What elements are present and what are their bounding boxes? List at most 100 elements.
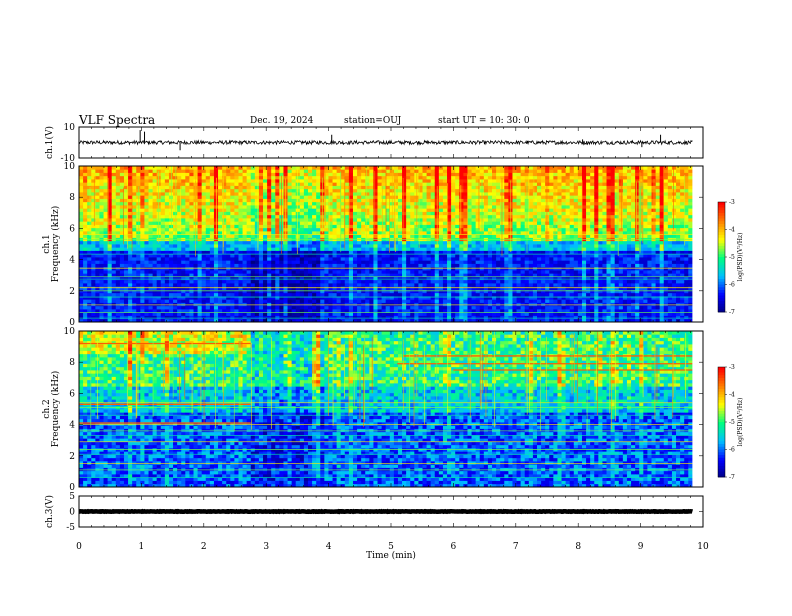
ch1-spectrogram-cell (439, 251, 443, 255)
ch1-spectrogram-cell (402, 179, 406, 183)
ch1-spectrogram-cell (373, 192, 377, 196)
ch1-spectrogram-cell (165, 189, 169, 193)
ch1-spectrogram-cell (459, 205, 463, 209)
ch1-spectrogram-cell (149, 186, 153, 190)
ch1-spectrogram-cell (206, 215, 210, 219)
ch1-spectrogram-cell (149, 169, 153, 173)
ch1-spectrogram-cell (161, 293, 165, 297)
ch1-spectrogram-cell (112, 260, 116, 264)
ch1-spectrogram-cell (492, 290, 496, 294)
ch1-spectrogram-cell (218, 182, 222, 186)
ch1-spectrogram-cell (316, 290, 320, 294)
ch1-spectrogram-cell (104, 280, 108, 284)
ch1-spectrogram-cell (149, 293, 153, 297)
ch1-spectrogram-cell (345, 189, 349, 193)
ch1-spectrogram-cell (427, 186, 431, 190)
ch1-spectrogram-cell (83, 182, 87, 186)
ch1-spectrogram-cell (451, 202, 455, 206)
ch1-spectrogram-cell (181, 166, 185, 170)
ch1-spectrogram-cell (95, 169, 99, 173)
ch1-spectrogram-cell (91, 228, 95, 232)
ch1-spectrogram-cell (169, 225, 173, 229)
ch1-spectrogram-cell (222, 303, 226, 307)
ch1-spectrogram-cell (263, 316, 267, 320)
ch1-spectrogram-cell (247, 257, 251, 261)
ch1-spectrogram-cell (459, 228, 463, 232)
ch1-spectrogram-cell (165, 225, 169, 229)
ch1-spectrogram-cell (427, 280, 431, 284)
ch1-spectrogram-cell (271, 306, 275, 310)
ch1-spectrogram-cell (104, 231, 108, 235)
ch1-spectrogram-cell (345, 225, 349, 229)
ch1-spectrogram-cell (333, 189, 337, 193)
ch1-spectrogram-cell (394, 309, 398, 313)
ch1-spectrogram-cell (418, 179, 422, 183)
ch1-spectrogram-cell (79, 260, 83, 264)
ch1-spectrogram-cell (104, 306, 108, 310)
ch1-spectrogram-cell (357, 205, 361, 209)
ch1-spectrogram-cell (439, 264, 443, 268)
ch1-spectrogram-cell (99, 169, 103, 173)
ch1-spectrogram-cell (443, 189, 447, 193)
ch1-spectrogram-cell (144, 208, 148, 212)
ch1-spectrogram-cell (402, 273, 406, 277)
ch1-spectrogram-cell (427, 293, 431, 297)
ch1-spectrogram-cell (328, 303, 332, 307)
ch1-spectrogram-cell (353, 202, 357, 206)
ch1-spectrogram-cell (136, 273, 140, 277)
ch1-spectrogram-cell (112, 169, 116, 173)
ch1-spectrogram-cell (230, 186, 234, 190)
ch1-spectrogram-cell (185, 179, 189, 183)
ch1-spectrogram-cell (169, 241, 173, 245)
ch1-spectrogram-cell (320, 283, 324, 287)
ch1-spectrogram-cell (361, 202, 365, 206)
ch1-spectrogram-cell (108, 303, 112, 307)
ch1-spectrogram-cell (427, 270, 431, 274)
ch1-spectrogram-cell (259, 189, 263, 193)
ch1-spectrogram-cell (398, 166, 402, 170)
ch1-spectrogram-cell (423, 244, 427, 248)
ch1-spectrogram-cell (83, 169, 87, 173)
ch1-spectrogram-cell (378, 273, 382, 277)
ch1-spectrogram-cell (345, 199, 349, 203)
ch1-spectrogram-cell (222, 169, 226, 173)
ch1-spectrogram-cell (304, 182, 308, 186)
ch1-spectrogram-cell (304, 189, 308, 193)
ch1-spectrogram-cell (451, 186, 455, 190)
ch1-spectrogram-cell (173, 296, 177, 300)
ch1-spectrogram-cell (153, 215, 157, 219)
ch1-spectrogram-cell (357, 173, 361, 177)
ch1-spectrogram-cell (198, 306, 202, 310)
ch1-spectrogram-cell (259, 195, 263, 199)
ch1-spectrogram-cell (345, 166, 349, 170)
ch1-spectrogram-cell (140, 173, 144, 177)
ch1-spectrogram-cell (455, 221, 459, 225)
ch1-spectrogram-cell (128, 283, 132, 287)
ch1-spectrogram-cell (333, 186, 337, 190)
ch1-spectrogram-cell (153, 199, 157, 203)
ch1-spectrogram-cell (357, 195, 361, 199)
ch1-spectrogram-cell (357, 293, 361, 297)
ch1-spectrogram-cell (238, 260, 242, 264)
ch1-spectrogram-cell (333, 231, 337, 235)
ch1-spectrogram-cell (451, 303, 455, 307)
ch1-spectrogram-cell (459, 299, 463, 303)
ch1-spectrogram-cell (308, 218, 312, 222)
ch1-spectrogram-cell (149, 257, 153, 261)
ch1-spectrogram-cell (128, 260, 132, 264)
ch1-spectrogram-cell (83, 176, 87, 180)
ch1-spectrogram-cell (243, 169, 247, 173)
ch1-spectrogram-cell (337, 280, 341, 284)
ch1-spectrogram-cell (169, 296, 173, 300)
ch1-spectrogram-cell (369, 296, 373, 300)
ch1-spectrogram-cell (177, 192, 181, 196)
ch1-spectrogram-cell (431, 208, 435, 212)
ch1-spectrogram-cell (251, 166, 255, 170)
ch1-spectrogram-cell (218, 221, 222, 225)
ch1-spectrogram-cell (181, 169, 185, 173)
ch1-spectrogram-cell (308, 296, 312, 300)
ch1-spectrogram-cell (427, 202, 431, 206)
ch1-spectrogram-cell (423, 208, 427, 212)
ch1-spectrogram-cell (214, 218, 218, 222)
ch1-spectrogram-cell (357, 264, 361, 268)
